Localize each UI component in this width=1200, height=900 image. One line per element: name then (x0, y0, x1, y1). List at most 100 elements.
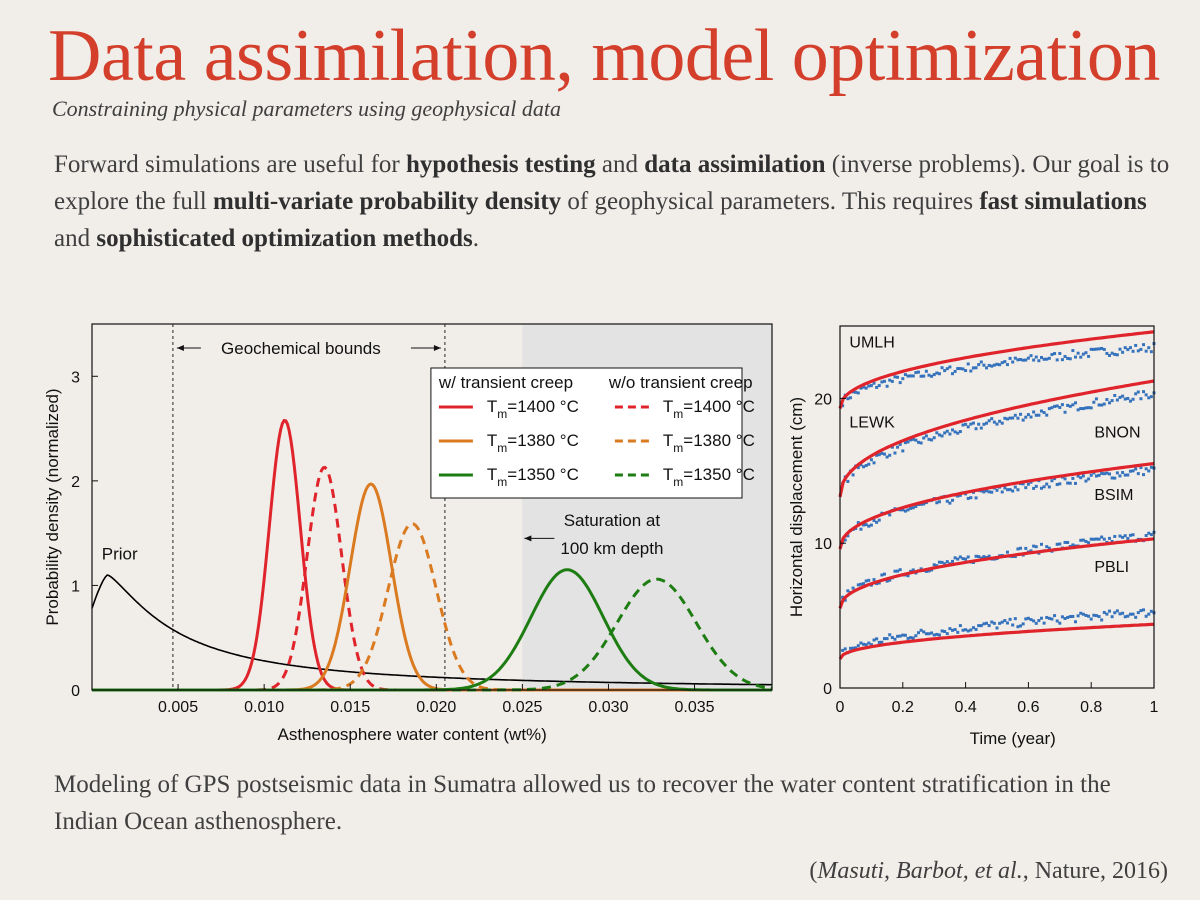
gps-observation (935, 632, 939, 636)
gps-observation (1087, 541, 1091, 545)
gps-observation (1081, 538, 1085, 542)
x-tick-label: 0.2 (892, 699, 914, 716)
gps-observation (909, 636, 913, 640)
gps-observation (1079, 407, 1083, 411)
legend-entry: Tm=1350 °C (487, 465, 579, 489)
gps-observation (945, 429, 949, 433)
gps-observation (888, 513, 892, 517)
gps-observation (1147, 469, 1151, 473)
gps-observation (1128, 469, 1132, 473)
gps-observation (956, 494, 960, 498)
gps-observation (898, 634, 902, 638)
gps-observation (1123, 397, 1127, 401)
gps-observation (1105, 351, 1109, 355)
gps-observation (1039, 355, 1043, 359)
gps-observation (924, 632, 928, 636)
gps-observation (1039, 409, 1043, 413)
gps-observation (998, 621, 1002, 625)
gps-observation (924, 369, 928, 373)
gps-observation (906, 440, 910, 444)
gps-observation (843, 647, 847, 651)
x-tick-label: 0.035 (675, 699, 715, 716)
gps-observation (919, 567, 923, 571)
gps-observation (1037, 413, 1041, 417)
gps-observation (877, 518, 881, 522)
gps-observation (1142, 473, 1146, 477)
gps-observation (901, 449, 905, 453)
gps-observation (1134, 615, 1138, 619)
gps-observation (1068, 615, 1072, 619)
intro-run: . (472, 225, 480, 252)
gps-observation (1050, 479, 1054, 483)
gps-observation (1087, 354, 1091, 358)
gps-observation (1081, 474, 1085, 478)
gps-observation (1142, 390, 1146, 394)
gps-observation (951, 498, 955, 502)
gps-observation (958, 367, 962, 371)
gps-observation (1094, 474, 1098, 478)
gps-observation (1097, 537, 1101, 541)
gps-observation (945, 499, 949, 503)
gps-observation (992, 363, 996, 367)
gps-observation (977, 363, 981, 367)
gps-observation (846, 479, 850, 483)
gps-observation (1113, 393, 1117, 397)
gps-observation (877, 581, 881, 585)
intro-run: and (54, 225, 97, 252)
gps-observation (1058, 621, 1062, 625)
gps-observation (927, 632, 931, 636)
gps-observation (1063, 540, 1067, 544)
x-tick-label: 0.030 (588, 699, 628, 716)
gps-observation (1115, 353, 1119, 357)
gps-observation (1110, 615, 1114, 619)
gps-observation (924, 434, 928, 438)
intro-run-bold: sophisticated optimization methods (96, 225, 473, 252)
gps-observation (856, 521, 860, 525)
gps-observation (877, 640, 881, 644)
gps-observation (1147, 612, 1151, 616)
gps-observation (940, 629, 944, 633)
gps-observation (1108, 609, 1112, 613)
gps-observation (1097, 473, 1101, 477)
gps-observation (893, 637, 897, 641)
gps-observation (1000, 361, 1004, 365)
gps-observation (964, 422, 968, 426)
gps-observation (875, 453, 879, 457)
gps-observation (1074, 355, 1077, 359)
gps-observation (958, 555, 962, 559)
y-tick-label: 2 (71, 474, 80, 491)
gps-observation (859, 641, 863, 645)
gps-observation (901, 633, 905, 637)
intro-run-bold: data assimilation (644, 151, 826, 178)
gps-observation (1108, 472, 1112, 476)
gps-observation (1055, 542, 1059, 546)
legend-entry: Tm=1380 °C (487, 431, 579, 455)
gps-observation (1100, 471, 1104, 475)
gps-observation (914, 634, 918, 638)
gps-observation (1094, 397, 1098, 401)
gps-observation (1016, 488, 1020, 492)
gps-observation (885, 579, 889, 583)
gps-observation (1013, 617, 1017, 621)
gps-observation (951, 428, 955, 432)
gps-observation (932, 436, 936, 440)
gps-observation (841, 595, 845, 599)
gps-observation (848, 396, 852, 400)
gps-observation (1121, 535, 1125, 539)
gps-observation (964, 628, 968, 632)
gps-observation (872, 578, 876, 582)
gps-observation (903, 373, 907, 377)
legend: w/ transient creep w/o transient creep T… (430, 367, 755, 499)
prior-label: Prior (102, 544, 138, 563)
gps-observation (864, 464, 868, 468)
gps-observation (1149, 395, 1153, 399)
legend-header-without-creep: w/o transient creep (608, 373, 753, 392)
gps-observation (1126, 473, 1130, 477)
gps-observation (990, 620, 994, 624)
gps-observation (998, 363, 1002, 367)
gps-observation (1084, 613, 1088, 617)
gps-observation (985, 366, 989, 370)
gps-observation (953, 556, 957, 560)
gps-observation (1087, 477, 1091, 481)
gps-observation (1068, 481, 1072, 485)
